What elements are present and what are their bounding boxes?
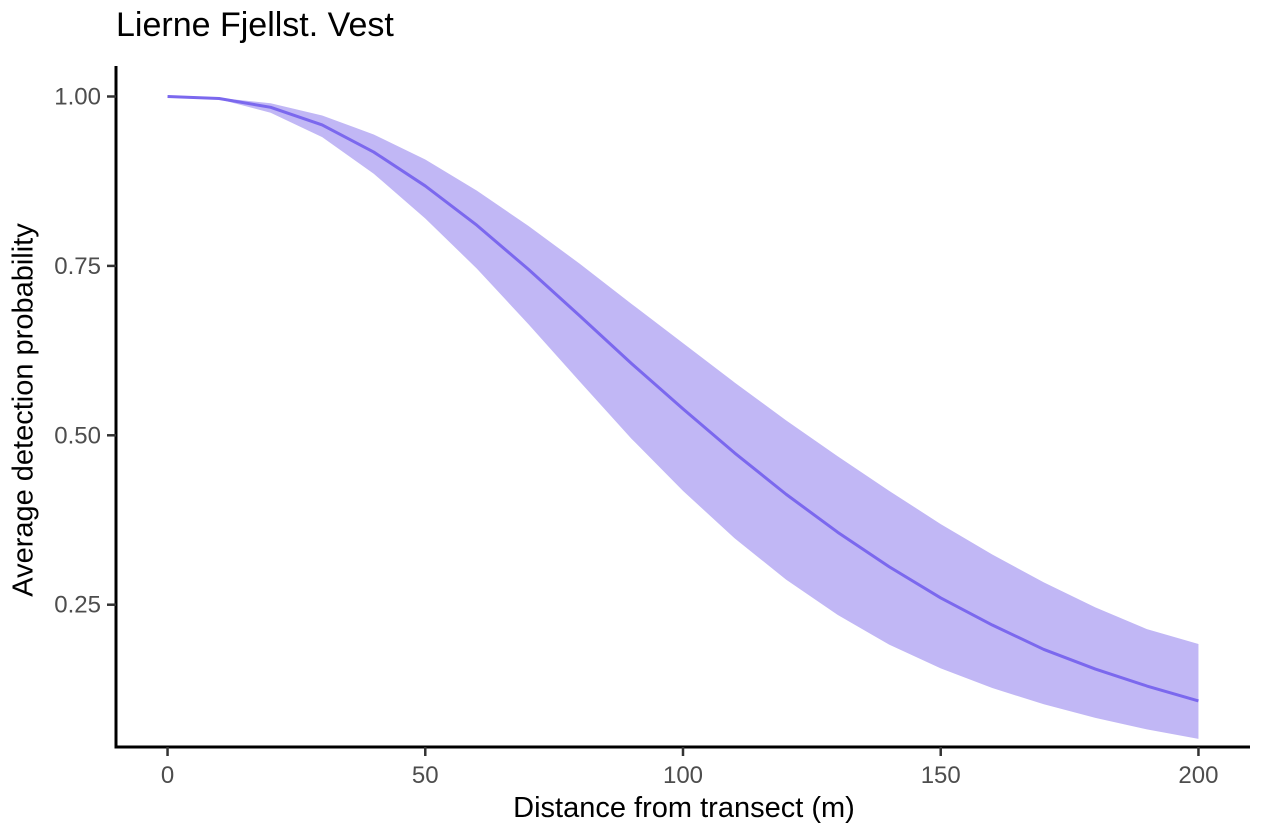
y-tick-label: 1.00: [54, 83, 101, 110]
confidence-ribbon: [167, 96, 1199, 739]
detection-curve: [167, 94, 1199, 703]
x-axis-label: Distance from transect (m): [513, 792, 855, 824]
y-tick-label: 0.25: [54, 592, 101, 619]
y-axis-label: Average detection probability: [7, 223, 40, 597]
y-tick-label: 0.75: [54, 253, 101, 280]
x-tick-label: 150: [921, 762, 961, 789]
confidence-ribbon-layer: [167, 96, 1199, 739]
x-tick-label: 100: [663, 762, 703, 789]
x-tick-label: 50: [412, 762, 439, 789]
detection-curve-layer: [167, 94, 1199, 703]
axes: 0 50 100 150 200 0.25 0.50 0.75 1.00: [54, 66, 1250, 789]
chart-title: Lierne Fjellst. Vest: [116, 6, 394, 44]
x-tick-label: 200: [1178, 762, 1218, 789]
y-tick-label: 0.50: [54, 422, 101, 449]
x-tick-label: 0: [161, 762, 174, 789]
